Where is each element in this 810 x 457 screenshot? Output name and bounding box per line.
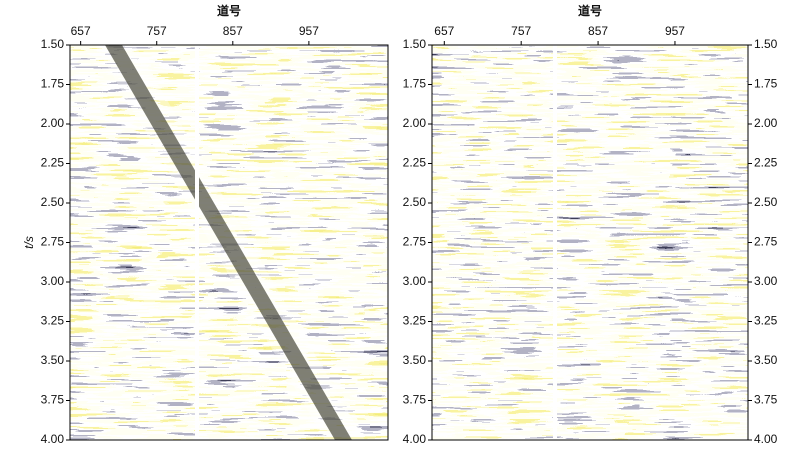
y-tick-label: 1.50 xyxy=(403,37,427,51)
linear-noise xyxy=(105,45,352,440)
y-tick-label: 4.00 xyxy=(403,432,427,446)
x-tick-label: 657 xyxy=(71,24,91,38)
y-tick-label: 3.75 xyxy=(754,393,778,407)
x-axis-label: 道号 xyxy=(217,3,241,18)
x-tick-label: 857 xyxy=(223,24,243,38)
x-tick-label: 857 xyxy=(588,24,608,38)
y-tick-label: 2.50 xyxy=(41,195,65,209)
x-tick-label: 957 xyxy=(299,24,319,38)
y-tick-label: 2.75 xyxy=(754,235,778,249)
x-axis-label: 道号 xyxy=(578,3,602,18)
y-axis-label: t/s xyxy=(22,236,36,249)
y-tick-label: 2.50 xyxy=(403,195,427,209)
y-tick-label: 3.50 xyxy=(754,353,778,367)
y-tick-label: 3.25 xyxy=(754,314,778,328)
x-tick-label: 757 xyxy=(511,24,531,38)
y-tick-label: 2.75 xyxy=(41,235,65,249)
y-tick-label: 2.00 xyxy=(754,116,778,130)
y-tick-label: 1.75 xyxy=(403,77,427,91)
y-tick-label: 3.00 xyxy=(754,274,778,288)
y-tick-label: 4.00 xyxy=(41,432,65,446)
gap-trace xyxy=(553,45,557,440)
x-tick-label: 957 xyxy=(665,24,685,38)
y-tick-label: 3.25 xyxy=(41,314,65,328)
y-tick-label: 3.50 xyxy=(41,353,65,367)
y-tick-label: 3.25 xyxy=(403,314,427,328)
y-tick-label: 1.75 xyxy=(754,77,778,91)
y-tick-label: 2.25 xyxy=(403,156,427,170)
y-tick-label: 2.00 xyxy=(41,116,65,130)
y-tick-label: 3.75 xyxy=(403,393,427,407)
y-tick-label: 2.25 xyxy=(41,156,65,170)
x-tick-label: 657 xyxy=(434,24,454,38)
y-tick-label: 1.50 xyxy=(754,37,778,51)
y-tick-label: 2.25 xyxy=(754,156,778,170)
y-tick-label: 4.00 xyxy=(754,432,778,446)
y-tick-label: 1.50 xyxy=(41,37,65,51)
y-tick-label: 2.50 xyxy=(754,195,778,209)
y-tick-label: 2.75 xyxy=(403,235,427,249)
y-tick-label: 3.75 xyxy=(41,393,65,407)
y-tick-label: 1.75 xyxy=(41,77,65,91)
y-tick-label: 2.00 xyxy=(403,116,427,130)
x-tick-label: 757 xyxy=(147,24,167,38)
y-tick-label: 3.00 xyxy=(41,274,65,288)
y-tick-label: 3.50 xyxy=(403,353,427,367)
y-tick-label: 3.00 xyxy=(403,274,427,288)
gap-trace xyxy=(195,45,199,440)
seismic-section xyxy=(432,45,748,440)
